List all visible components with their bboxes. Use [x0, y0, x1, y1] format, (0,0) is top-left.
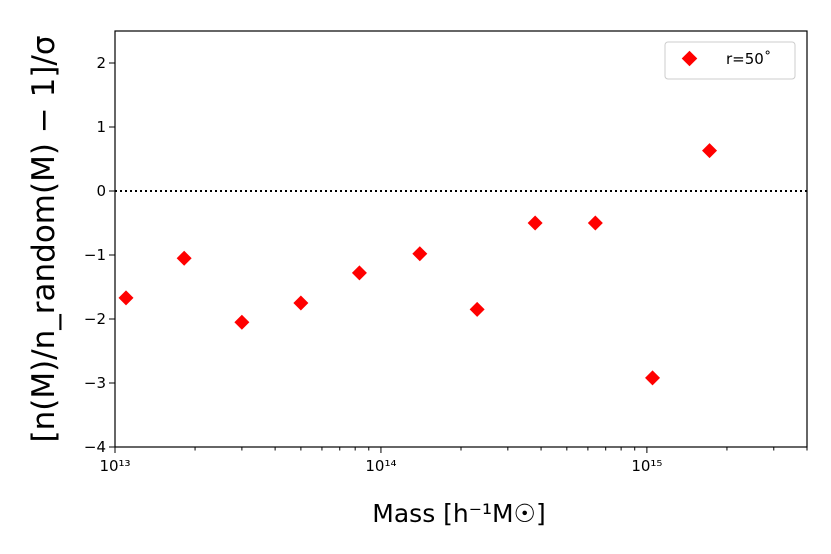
y-axis-ticks: −4 −3 −2 −1 0 1 2: [84, 54, 115, 456]
data-point: [351, 265, 367, 281]
legend-entry-label: r=50˚: [726, 50, 771, 68]
x-axis-label: Mass [h⁻¹M☉]: [372, 499, 545, 528]
data-point: [527, 215, 543, 231]
y-tick-label: 2: [96, 54, 106, 72]
data-point: [645, 370, 661, 386]
data-point: [469, 301, 485, 317]
data-point: [118, 290, 134, 306]
data-point: [176, 250, 192, 266]
x-tick-label: 10¹⁴: [365, 457, 396, 475]
x-axis-ticks: 10¹³ 10¹⁴ 10¹⁵: [99, 447, 808, 475]
data-point: [587, 215, 603, 231]
data-points: [118, 143, 718, 386]
x-tick-label: 10¹³: [99, 457, 130, 475]
legend: r=50˚: [664, 41, 796, 80]
data-point: [234, 314, 250, 330]
plot-frame: [114, 30, 808, 448]
y-tick-label: 0: [96, 182, 106, 200]
y-tick-label: −1: [84, 246, 106, 264]
data-point: [412, 246, 428, 262]
data-point: [293, 295, 309, 311]
y-tick-label: −2: [84, 310, 106, 328]
legend-box: [664, 41, 796, 80]
y-tick-label: −3: [84, 374, 106, 392]
y-tick-label: −4: [84, 438, 106, 456]
y-tick-label: 1: [96, 118, 106, 136]
y-axis-label: [n(M)/n_random(M) − 1]/σ: [26, 35, 62, 442]
x-tick-label: 10¹⁵: [631, 457, 662, 475]
data-point: [702, 143, 718, 159]
plot-area: [114, 30, 808, 448]
